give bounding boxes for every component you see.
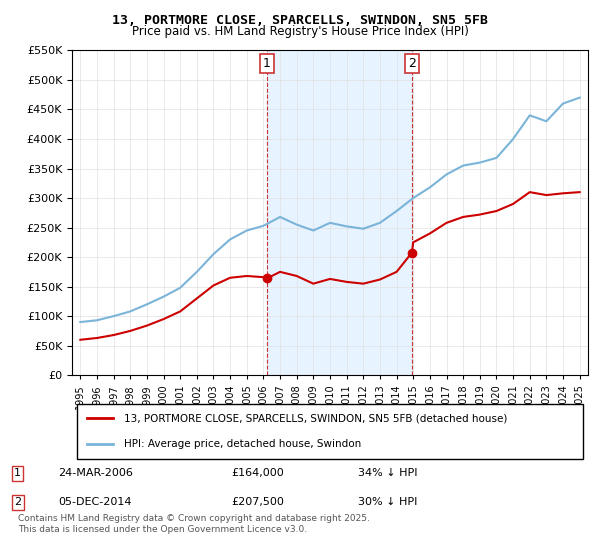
Text: 13, PORTMORE CLOSE, SPARCELLS, SWINDON, SN5 5FB: 13, PORTMORE CLOSE, SPARCELLS, SWINDON, … [112, 14, 488, 27]
Text: HPI: Average price, detached house, Swindon: HPI: Average price, detached house, Swin… [124, 439, 361, 449]
Text: 2: 2 [14, 497, 22, 507]
Text: 30% ↓ HPI: 30% ↓ HPI [358, 497, 417, 507]
Text: 05-DEC-2014: 05-DEC-2014 [58, 497, 131, 507]
Text: Price paid vs. HM Land Registry's House Price Index (HPI): Price paid vs. HM Land Registry's House … [131, 25, 469, 38]
Text: £207,500: £207,500 [231, 497, 284, 507]
Text: £164,000: £164,000 [231, 468, 284, 478]
Text: 34% ↓ HPI: 34% ↓ HPI [358, 468, 417, 478]
Text: Contains HM Land Registry data © Crown copyright and database right 2025.
This d: Contains HM Land Registry data © Crown c… [18, 514, 370, 534]
Text: 13, PORTMORE CLOSE, SPARCELLS, SWINDON, SN5 5FB (detached house): 13, PORTMORE CLOSE, SPARCELLS, SWINDON, … [124, 413, 507, 423]
Text: 1: 1 [263, 57, 271, 70]
FancyBboxPatch shape [77, 404, 583, 459]
Text: 24-MAR-2006: 24-MAR-2006 [58, 468, 133, 478]
Bar [267, 50, 412, 375]
Text: 1: 1 [14, 468, 21, 478]
Text: 2: 2 [408, 57, 416, 70]
